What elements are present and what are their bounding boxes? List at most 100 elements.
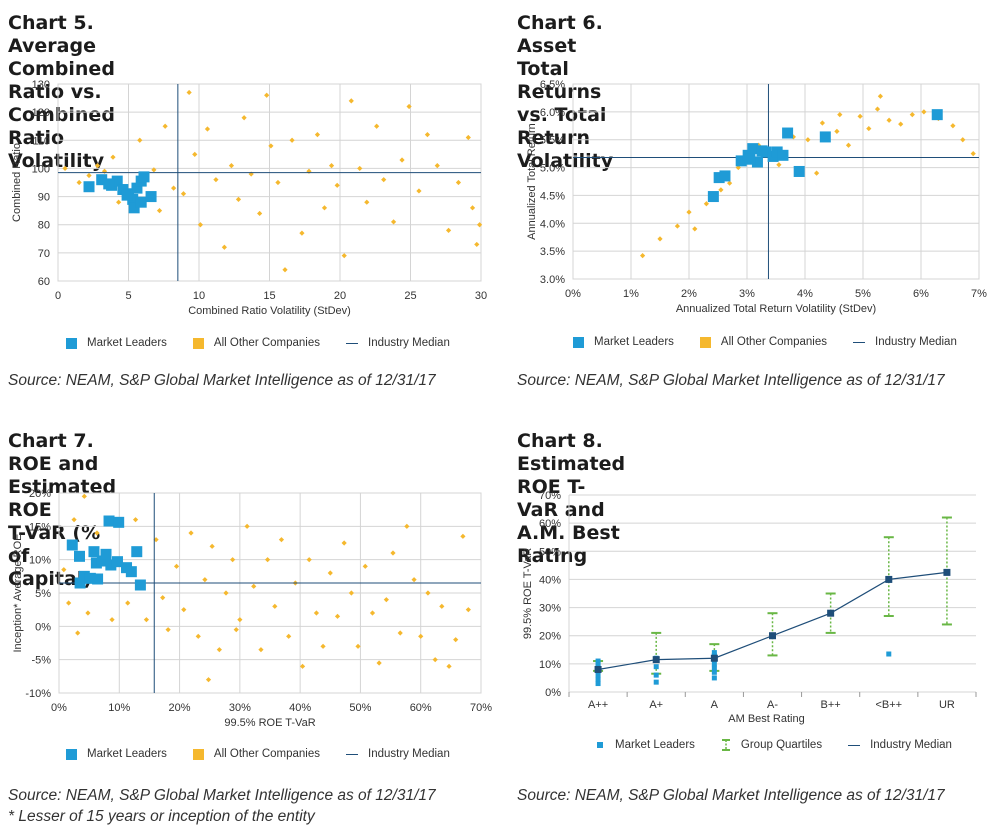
chart8-legend: Market Leaders Group Quartiles Industry … [594, 739, 978, 751]
chart5-point-other [406, 103, 412, 110]
legend-item-median: Industry Median [853, 336, 957, 348]
chart5-point-other [469, 205, 476, 211]
legend-quartiles-label: Group Quartiles [740, 739, 823, 751]
chart6-ytick-label: 4.0% [540, 218, 565, 230]
chart7-point-other [233, 627, 239, 633]
chart6-xtick-label: 0% [565, 288, 581, 300]
chart7-xtick-label: 20% [169, 702, 191, 714]
chart6-point-other [857, 113, 863, 119]
chart7-yaxis-label: Inception* Average ROE [12, 533, 24, 652]
chart6-ytick-label: 5.0% [540, 163, 565, 175]
chart6-point-leader [735, 155, 747, 167]
chart6-xtick-label: 5% [855, 288, 871, 300]
chart5-point-other [282, 267, 288, 273]
chart6-point-leader [719, 170, 731, 182]
chart7-point-other [71, 517, 77, 523]
chart8-point-leader [711, 665, 717, 671]
chart8-point-leader [595, 672, 601, 678]
legend-others-label: All Other Companies [213, 337, 321, 349]
chart7-point-other [411, 577, 417, 583]
chart8-yaxis-label: 99.5% ROE T-VaR [522, 548, 534, 639]
chart5-point-other [197, 222, 204, 228]
chart6-point-other [819, 120, 825, 126]
chart7-ytick-label: 10% [29, 555, 51, 567]
chart5-point-other [357, 165, 363, 172]
chart8-point-leader [595, 658, 601, 664]
chart6-point-other [640, 253, 646, 259]
chart6-point-other [877, 93, 883, 99]
chart6-point-leader [747, 143, 759, 155]
chart6-ytick-label: 4.5% [540, 190, 565, 202]
chart7-point-other [390, 550, 396, 556]
chart8-point-leader [711, 650, 717, 656]
chart7-point-other [66, 600, 72, 606]
chart7-point-other [362, 563, 368, 569]
chart6-plot: 3.0% 3.5% 4.0% 4.5% 5.0% 5.5% 6.0% 6.5% 0% 1% 2% 3%… [526, 79, 987, 315]
chart7-xtick-label: 60% [410, 702, 432, 714]
chart7-point-other [132, 517, 139, 523]
chart6-xtick-label: 3% [739, 288, 755, 300]
chart7-point-other [109, 617, 115, 623]
chart7-point-other [195, 633, 201, 639]
chart5-point-other [162, 123, 168, 129]
chart8-median-marker [710, 654, 718, 662]
chart5-point-other [314, 132, 321, 138]
chart6-xtick-label: 2% [681, 288, 697, 300]
chart7-point-leader [105, 559, 117, 571]
chart6-point-other [898, 121, 904, 127]
chart5-point-other [62, 165, 68, 172]
chart5-xtick-label: 5 [125, 290, 131, 302]
legend-item-others: All Other Companies [699, 336, 828, 348]
chart7-point-other [244, 523, 250, 529]
chart8-category-label: A- [767, 699, 778, 711]
chart5-point-leader [83, 181, 95, 193]
chart5-point-other [94, 163, 101, 169]
chart5-point-other [268, 143, 274, 149]
chart8-title-line1: Chart 8. Estimated ROE T-VaR and [517, 430, 626, 521]
chart8-median-marker [943, 568, 951, 576]
chart7-ytick-label: -10% [25, 688, 51, 700]
chart7-point-leader [134, 579, 146, 591]
legend-leaders-label: Market Leaders [594, 336, 674, 348]
chart8-point-leader [595, 681, 601, 687]
chart7-point-other [327, 570, 333, 576]
chart7-ytick-label: -5% [31, 655, 51, 667]
chart7-point-leader [73, 550, 85, 562]
chart7-point-other [251, 583, 257, 589]
chart5-point-other [321, 205, 328, 211]
legend-item-leaders: Market Leaders [66, 337, 167, 349]
chart8-median-marker [885, 575, 893, 583]
chart5-point-other [228, 163, 235, 169]
chart6-point-other [886, 117, 892, 123]
chart6-point-leader [931, 109, 943, 121]
chart7-point-other [299, 663, 306, 669]
chart6-point-other [970, 151, 976, 157]
chart7-point-other [202, 577, 208, 583]
chart5-source: Source: NEAM, S&P Global Market Intellig… [8, 372, 436, 389]
quartile-whisker-icon [721, 739, 730, 751]
chart5-xtick-label: 25 [404, 290, 416, 302]
legend-median-label: Industry Median [875, 336, 957, 348]
chart8-point-leader [595, 676, 601, 682]
chart7-point-other [418, 633, 424, 639]
chart5-point-other [289, 137, 295, 143]
chart5-point-leader [96, 174, 108, 186]
chart5-point-other [416, 188, 422, 194]
chart5-point-other [116, 199, 122, 205]
chart7-point-other [237, 617, 243, 623]
chart7-point-other [432, 657, 438, 663]
chart5-ytick-label: 100 [32, 163, 50, 175]
legend-item-leaders: Market Leaders [573, 336, 674, 348]
chart7-xtick-label: 50% [349, 702, 371, 714]
chart5-point-other [381, 177, 387, 183]
chart7-point-other [61, 567, 67, 573]
legend-others-label: All Other Companies [720, 336, 828, 348]
chart5-legend: Market Leaders All Other Companies Indus… [66, 337, 476, 349]
chart7-point-leader [78, 570, 90, 582]
legend-leaders-label: Market Leaders [87, 748, 167, 760]
chart6-legend: Market Leaders All Other Companies Indus… [573, 336, 983, 348]
chart8-category-label: B++ [821, 699, 841, 711]
chart7-point-other [81, 493, 87, 499]
chart8-point-leader [711, 669, 717, 675]
chart5-point-other [334, 182, 340, 188]
